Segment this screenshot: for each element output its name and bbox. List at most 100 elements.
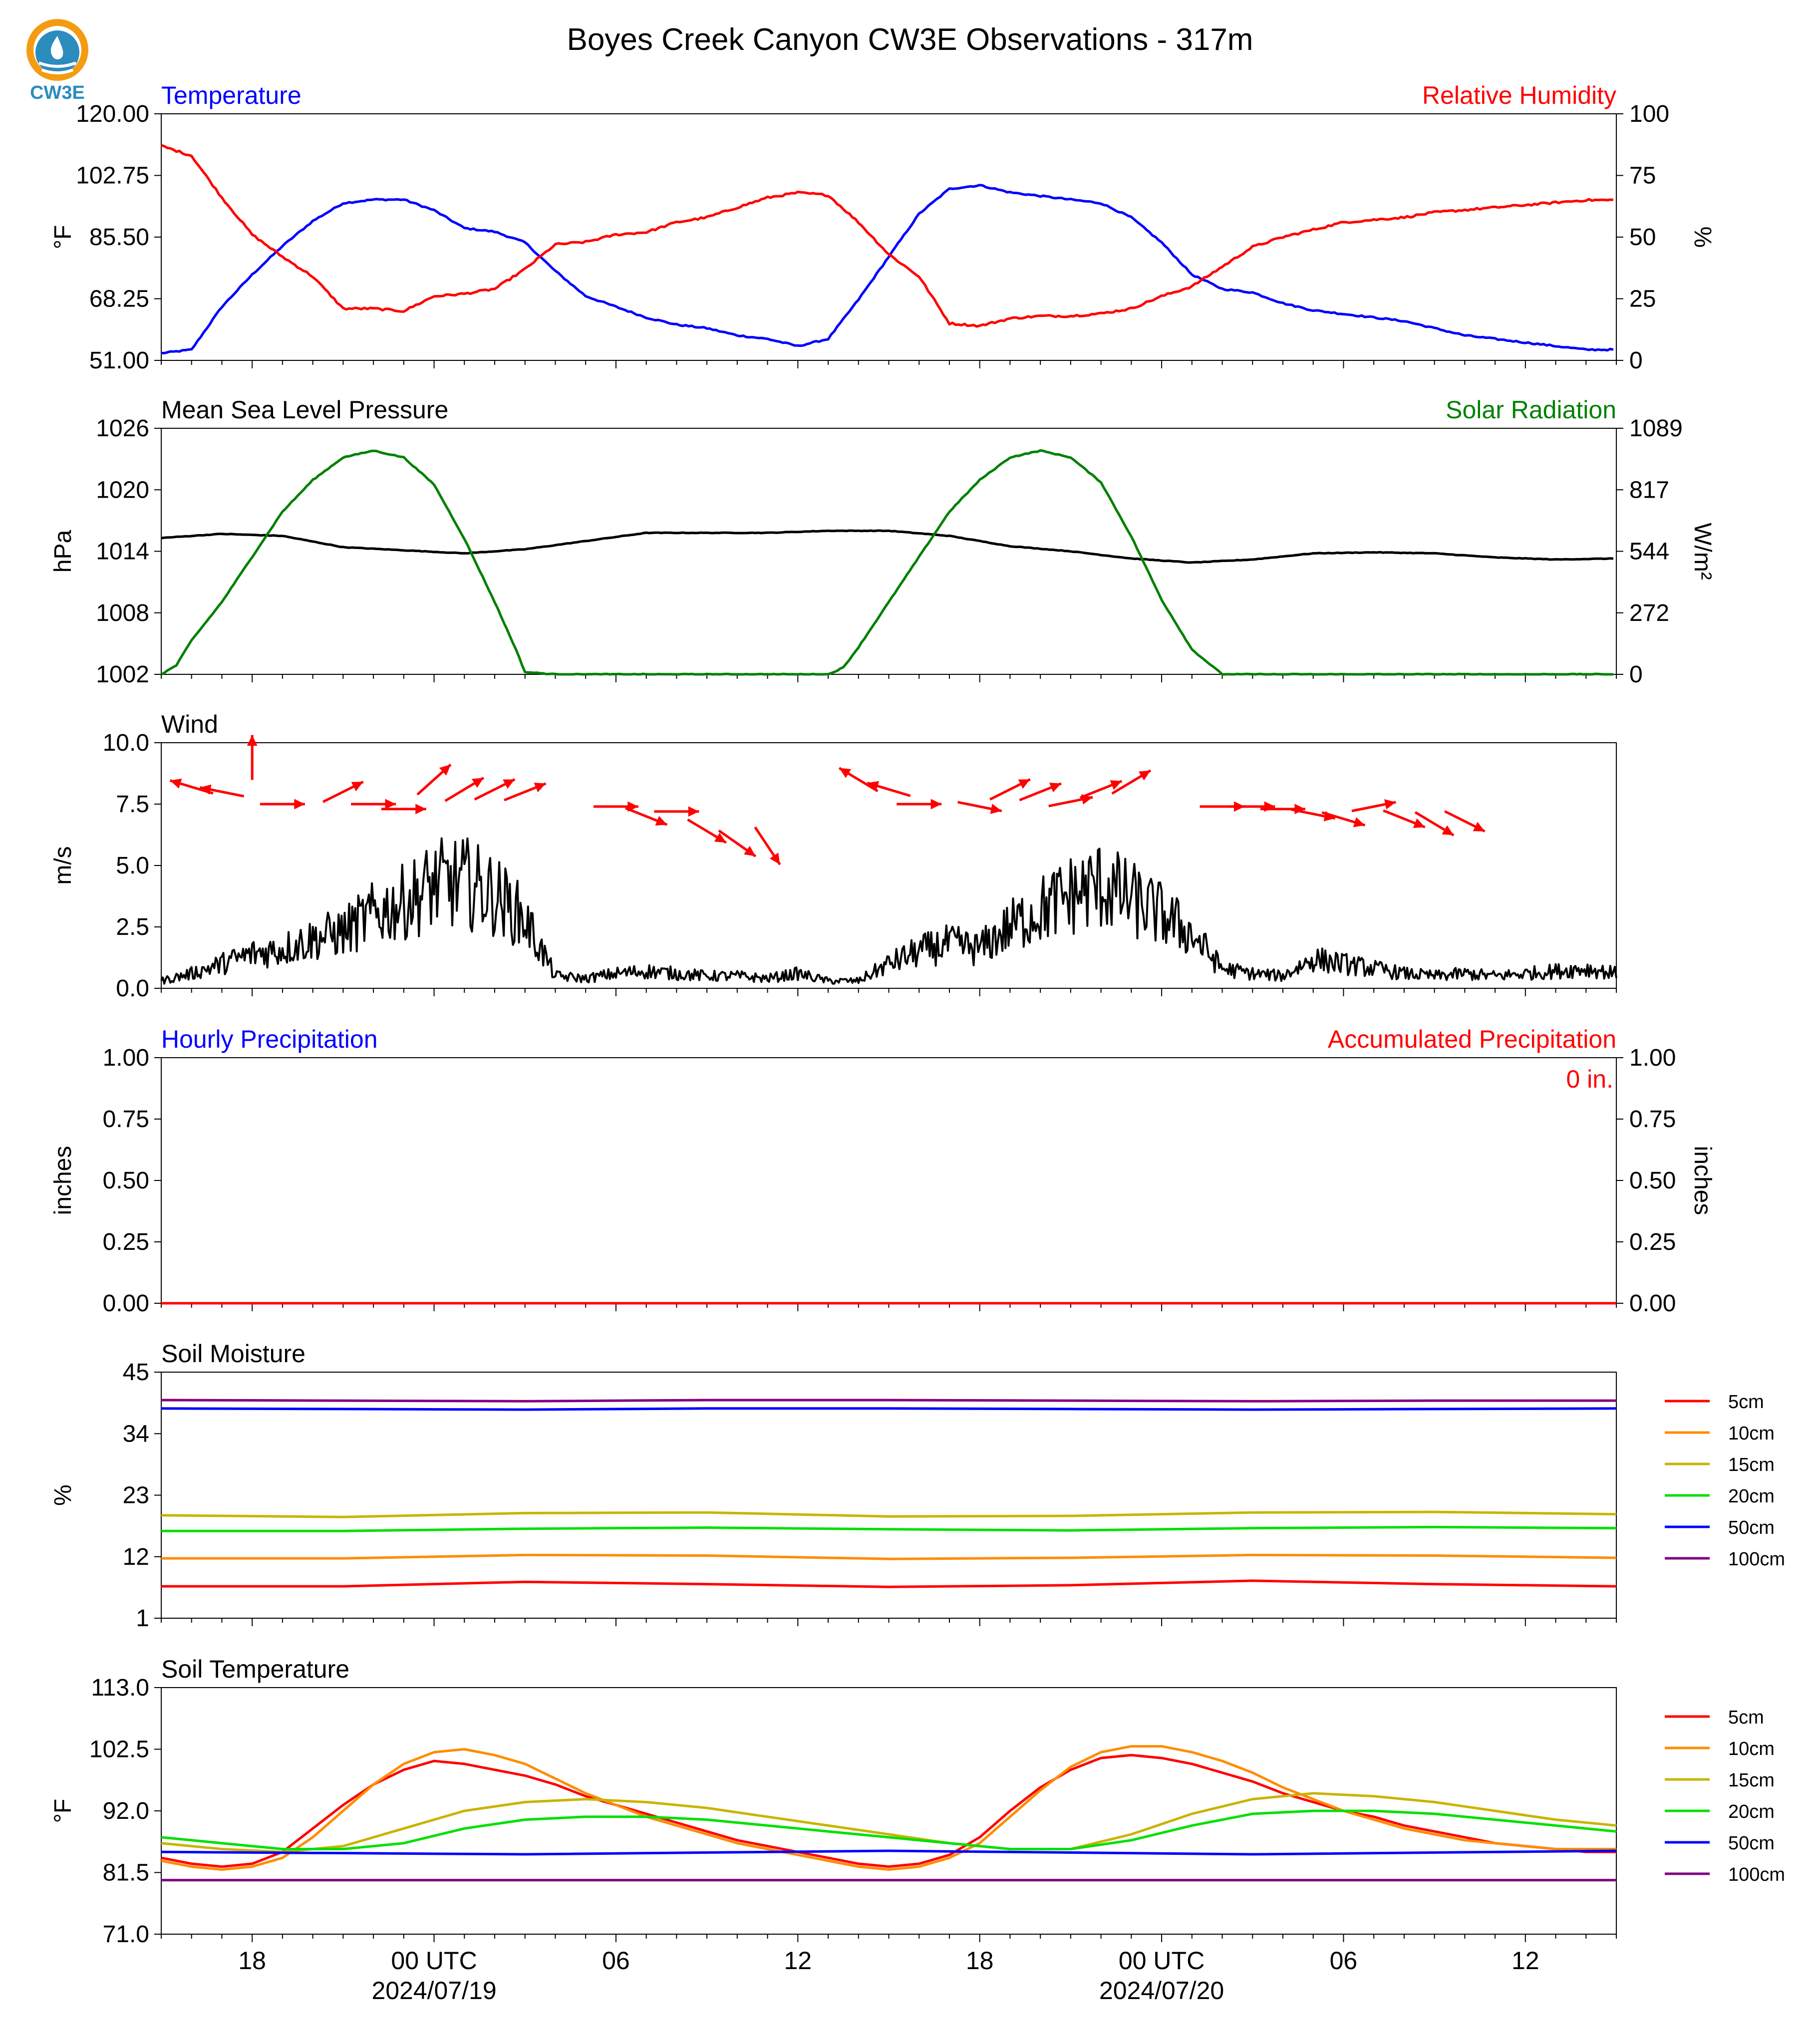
legend-label: 100cm bbox=[1728, 1549, 1785, 1570]
y-tick-label-left: 1002 bbox=[96, 661, 149, 688]
plot-frame bbox=[161, 113, 1617, 361]
x-tick-label: 18 bbox=[966, 1947, 994, 1975]
y-tick-label-left: 71.0 bbox=[103, 1921, 149, 1948]
y-tick-label-left: 1.00 bbox=[103, 1045, 149, 1071]
y-tick-label-left: 102.5 bbox=[89, 1737, 149, 1763]
accumulated-precip-annotation: 0 in. bbox=[1566, 1065, 1613, 1093]
series-line-temperature bbox=[161, 184, 1614, 354]
panel-soil_temperature: Soil Temperature 71.0 81.5 92.0 102.5 113.0 °F… bbox=[50, 1655, 1785, 1948]
wind-arrow bbox=[654, 806, 699, 817]
x-tick-label: 06 bbox=[1330, 1947, 1358, 1975]
y-axis-label-left: inches bbox=[50, 1146, 76, 1215]
wind-arrow bbox=[718, 829, 757, 858]
logo-text: CW3E bbox=[30, 82, 85, 103]
y-tick-label-right: 0.75 bbox=[1629, 1106, 1676, 1133]
legend-label: 5cm bbox=[1728, 1707, 1764, 1728]
legend-label: 50cm bbox=[1728, 1833, 1775, 1854]
series-line-5cm bbox=[161, 1579, 1617, 1588]
plot-frame bbox=[161, 428, 1617, 675]
y-tick-label-left: 0.50 bbox=[103, 1167, 149, 1194]
series-line-mean-sea-level-pressure bbox=[161, 529, 1614, 564]
plot-frame bbox=[161, 1057, 1617, 1304]
y-tick-label-left: 0.00 bbox=[103, 1290, 149, 1317]
wind-arrow bbox=[322, 781, 364, 803]
legend-label: 15cm bbox=[1728, 1770, 1775, 1791]
y-tick-label-right: 1089 bbox=[1629, 415, 1683, 442]
y-tick-label-left: 34 bbox=[123, 1421, 149, 1447]
y-axis-label-right: inches bbox=[1689, 1146, 1716, 1215]
wind-arrow bbox=[989, 778, 1031, 801]
series-line-wind-speed bbox=[160, 837, 1617, 985]
wind-arrow bbox=[1111, 769, 1152, 795]
panel-title-left: Temperature bbox=[161, 81, 302, 109]
y-tick-label-left: 5.0 bbox=[116, 853, 149, 879]
y-axis-label-left: m/s bbox=[50, 846, 76, 884]
panel-pressure_solar: Mean Sea Level Pressure Solar Radiation 10… bbox=[50, 396, 1716, 688]
wind-arrow bbox=[504, 782, 547, 802]
x-tick-label: 00 UTC bbox=[391, 1947, 477, 1975]
y-axis-label-left: °F bbox=[50, 225, 76, 250]
y-tick-label-right: 272 bbox=[1629, 600, 1669, 626]
panel-title-right: Solar Radiation bbox=[1446, 396, 1616, 424]
figure-title: Boyes Creek Canyon CW3E Observations - 3… bbox=[567, 22, 1253, 57]
panel-title-right: Relative Humidity bbox=[1422, 81, 1616, 109]
series-line-50cm bbox=[161, 1407, 1617, 1411]
wind-arrow bbox=[247, 735, 258, 780]
panel-temperature_humidity: Temperature Relative Humidity 51.00 68.25 85… bbox=[50, 81, 1716, 374]
y-axis-label-left: hPa bbox=[50, 530, 76, 573]
series-line-15cm bbox=[161, 1792, 1617, 1853]
wind-arrow bbox=[1414, 811, 1455, 837]
y-tick-label-right: 50 bbox=[1629, 224, 1656, 251]
series-line-15cm bbox=[161, 1510, 1617, 1518]
y-tick-label-left: 81.5 bbox=[103, 1860, 149, 1886]
wind-arrow bbox=[444, 777, 485, 802]
wind-arrow bbox=[199, 784, 245, 798]
legend-label: 100cm bbox=[1728, 1864, 1785, 1885]
series-line-solar-radiation bbox=[160, 449, 1613, 676]
wind-arrow bbox=[1019, 782, 1062, 802]
chart-panels: Temperature Relative Humidity 51.00 68.25 85… bbox=[50, 81, 1785, 2005]
series-line-relative-humidity bbox=[161, 144, 1614, 328]
x-tick-label: 00 UTC bbox=[1119, 1947, 1205, 1975]
panel-title-left: Soil Temperature bbox=[161, 1655, 349, 1683]
panel-soil_moisture: Soil Moisture 1 12 23 34 45% 5cm 10cm 15cm 20cm 50… bbox=[50, 1340, 1785, 1632]
y-tick-label-left: 1014 bbox=[96, 539, 149, 565]
legend-label: 10cm bbox=[1728, 1423, 1775, 1444]
x-tick-label: 12 bbox=[1512, 1947, 1539, 1975]
y-tick-label-left: 10.0 bbox=[103, 730, 149, 756]
y-tick-label-left: 12 bbox=[123, 1544, 149, 1570]
legend-label: 20cm bbox=[1728, 1801, 1775, 1822]
wind-arrow bbox=[897, 799, 942, 810]
y-tick-label-right: 0 bbox=[1629, 347, 1643, 374]
y-tick-label-left: 45 bbox=[123, 1359, 149, 1386]
legend: 5cm 10cm 15cm 20cm 50cm 100cm bbox=[1665, 1392, 1785, 1570]
wind-arrow bbox=[260, 799, 305, 810]
logo-icon: CW3E bbox=[26, 19, 88, 103]
series-line-20cm bbox=[161, 1809, 1617, 1850]
legend-label: 20cm bbox=[1728, 1486, 1775, 1507]
wind-arrow bbox=[624, 807, 668, 826]
x-tick-label: 06 bbox=[602, 1947, 630, 1975]
series-line-50cm bbox=[161, 1849, 1617, 1856]
panel-title-left: Hourly Precipitation bbox=[161, 1025, 378, 1053]
y-axis-label-right: W/m² bbox=[1689, 523, 1716, 580]
y-tick-label-right: 817 bbox=[1629, 477, 1669, 503]
wind-arrow bbox=[381, 804, 426, 815]
wind-arrow bbox=[1351, 799, 1396, 813]
x-tick-date-label: 2024/07/19 bbox=[371, 1977, 496, 2005]
y-tick-label-left: 51.00 bbox=[89, 347, 149, 374]
legend-label: 5cm bbox=[1728, 1392, 1764, 1413]
y-tick-label-left: 1026 bbox=[96, 415, 149, 442]
y-tick-label-left: 23 bbox=[123, 1482, 149, 1509]
y-tick-label-left: 7.5 bbox=[116, 791, 149, 818]
wind-arrow bbox=[1321, 811, 1366, 828]
series-line-5cm bbox=[161, 1753, 1616, 1868]
wind-arrow bbox=[1444, 810, 1486, 833]
y-tick-label-left: 0.75 bbox=[103, 1106, 149, 1133]
y-axis-label-left: % bbox=[50, 1484, 76, 1506]
wind-arrow bbox=[838, 767, 879, 793]
legend-label: 15cm bbox=[1728, 1454, 1775, 1475]
wind-arrow bbox=[867, 781, 911, 797]
y-tick-label-right: 100 bbox=[1629, 101, 1669, 127]
